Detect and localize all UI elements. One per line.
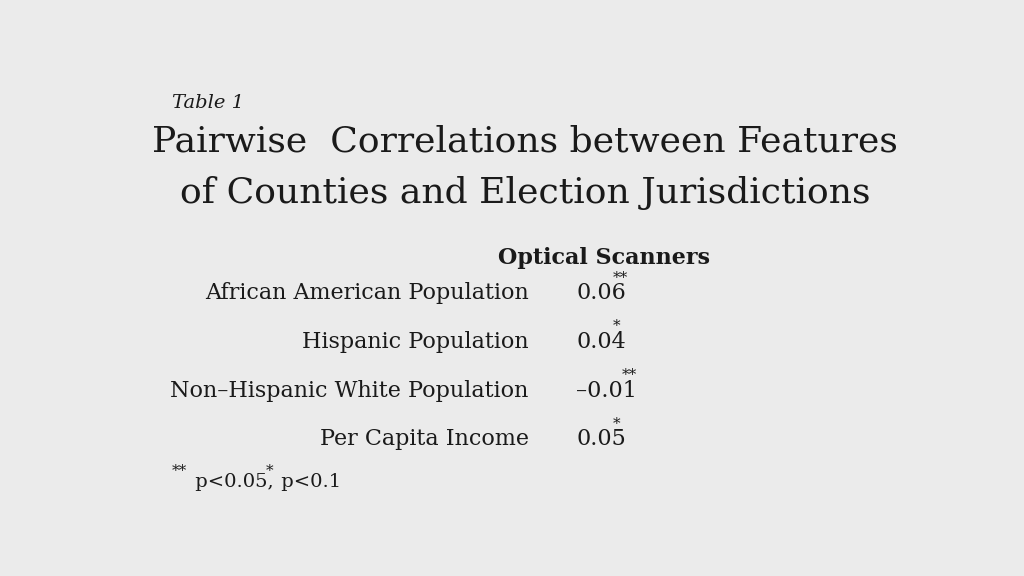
Text: **: ** xyxy=(172,464,187,478)
Text: Non–Hispanic White Population: Non–Hispanic White Population xyxy=(170,380,528,401)
Text: *: * xyxy=(613,319,621,334)
Text: **: ** xyxy=(613,271,628,285)
Text: **: ** xyxy=(622,368,637,382)
Text: p<0.1: p<0.1 xyxy=(274,472,341,491)
Text: African American Population: African American Population xyxy=(205,282,528,304)
Text: *: * xyxy=(613,417,621,431)
Text: 0.06: 0.06 xyxy=(577,282,626,304)
Text: 0.04: 0.04 xyxy=(577,331,626,353)
Text: 0.05: 0.05 xyxy=(577,429,626,450)
Text: Hispanic Population: Hispanic Population xyxy=(302,331,528,353)
Text: Pairwise  Correlations between Features: Pairwise Correlations between Features xyxy=(152,124,898,158)
Text: Optical Scanners: Optical Scanners xyxy=(498,247,711,268)
Text: of Counties and Election Jurisdictions: of Counties and Election Jurisdictions xyxy=(179,176,870,210)
Text: Table 1: Table 1 xyxy=(172,93,244,112)
Text: *: * xyxy=(265,464,273,478)
Text: –0.01: –0.01 xyxy=(577,380,637,401)
Text: Per Capita Income: Per Capita Income xyxy=(319,429,528,450)
Text: p<0.05,: p<0.05, xyxy=(189,472,287,491)
